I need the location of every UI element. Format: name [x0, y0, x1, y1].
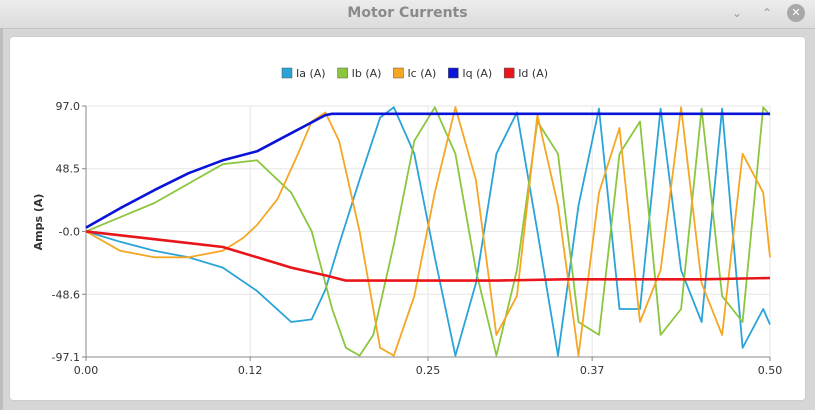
- chart-panel: 0.00 0.12 0.25 0.37 0.50 97.0 48.5 -0.0 -48.6 -97…: [10, 37, 805, 400]
- series-line-id: [85, 230, 771, 282]
- series-line-iq: [85, 112, 770, 229]
- chart-legend: Ia (A) Ib (A) Ic (A) Iq (A) Id (A): [281, 67, 548, 80]
- y-tick-label: 48.5: [56, 163, 81, 176]
- y-tick-label: -0.0: [59, 225, 80, 238]
- window-title: Motor Currents: [347, 5, 468, 21]
- x-tick-label: 0.12: [238, 364, 263, 377]
- motor-currents-chart: 0.00 0.12 0.25 0.37 0.50 97.0 48.5 -0.0 -48.6 -97…: [32, 67, 783, 377]
- series-line-ic: [85, 106, 771, 357]
- legend-swatch-iq: [448, 67, 459, 79]
- legend-label-id: Id (A): [518, 67, 548, 80]
- legend-label-ic: Ic (A): [407, 67, 436, 80]
- close-button[interactable]: ✕: [787, 4, 805, 22]
- y-axis-label: Amps (A): [32, 194, 45, 251]
- x-tick-label: 0.25: [416, 364, 441, 377]
- legend-swatch-ib: [337, 67, 348, 79]
- minimize-button[interactable]: ⌄: [731, 6, 743, 20]
- x-tick-label: 0.37: [580, 364, 605, 377]
- chart-series: [85, 106, 771, 357]
- y-tick-label: -48.6: [52, 288, 80, 301]
- legend-label-ib: Ib (A): [352, 67, 382, 80]
- chart-axes: 0.00 0.12 0.25 0.37 0.50 97.0 48.5 -0.0 -48.6 -97…: [52, 100, 783, 377]
- y-tick-label: 97.0: [56, 100, 81, 113]
- x-tick-label: 0.00: [74, 364, 99, 377]
- series-line-ia: [85, 106, 771, 357]
- window-border: [0, 28, 3, 410]
- legend-swatch-ia: [281, 67, 293, 79]
- legend-swatch-id: [503, 67, 515, 79]
- legend-swatch-ic: [393, 67, 404, 79]
- y-tick-label: -97.1: [52, 351, 80, 364]
- legend-label-ia: Ia (A): [296, 67, 326, 80]
- x-tick-label: 0.50: [758, 364, 783, 377]
- legend-label-iq: Iq (A): [462, 67, 492, 80]
- maximize-button[interactable]: ⌃: [761, 6, 773, 20]
- window-titlebar[interactable]: Motor Currents ⌄ ⌃ ✕: [0, 0, 815, 29]
- series-line-ib: [85, 106, 771, 357]
